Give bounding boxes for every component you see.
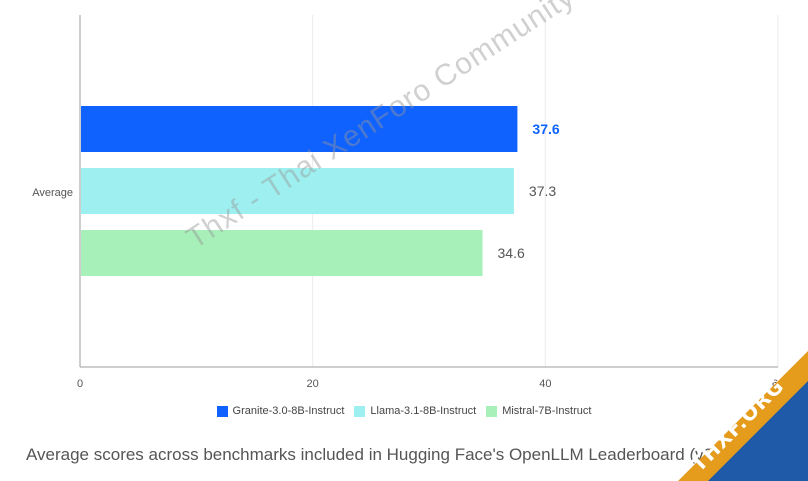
legend-label-llama: Llama-3.1-8B-Instruct — [370, 405, 477, 417]
legend-swatch-llama — [354, 405, 366, 417]
legend-swatch-granite — [216, 405, 228, 417]
x-tick-label-20: 20 — [307, 378, 319, 390]
legend-swatch-mistral — [486, 405, 498, 417]
value-label-granite-3-0-8b-instruct: 37.6 — [532, 121, 559, 137]
bar-mistral-7b-instruct — [81, 230, 483, 276]
value-label-llama-3-1-8b-instruct: 37.3 — [529, 183, 556, 199]
site-badge: THXF.ORG — [678, 351, 808, 481]
legend-item-llama[interactable]: Llama-3.1-8B-Instruct — [354, 405, 476, 417]
value-label-mistral-7b-instruct: 34.6 — [498, 245, 525, 261]
x-tick-label-0: 0 — [77, 378, 83, 390]
legend-label-granite: Granite-3.0-8B-Instruct — [232, 405, 345, 417]
legend-item-granite[interactable]: Granite-3.0-8B-Instruct — [216, 405, 345, 417]
bar-llama-3-1-8b-instruct — [81, 168, 514, 214]
category-label-average: Average — [32, 187, 73, 199]
chart-caption: Average scores across benchmarks include… — [26, 445, 719, 464]
legend-item-mistral[interactable]: Mistral-7B-Instruct — [486, 405, 591, 417]
bar-granite-3-0-8b-instruct — [81, 106, 518, 152]
legend-label-mistral: Mistral-7B-Instruct — [502, 405, 592, 417]
x-tick-label-40: 40 — [539, 378, 551, 390]
bars — [81, 106, 518, 276]
value-labels: 37.6 37.3 34.6 — [498, 121, 560, 261]
legend: Granite-3.0-8B-Instruct Llama-3.1-8B-Ins… — [0, 405, 808, 417]
bar-chart: 37.637.334.6 0 20 40 60 Average — [32, 15, 784, 390]
badge-inner — [702, 375, 808, 481]
